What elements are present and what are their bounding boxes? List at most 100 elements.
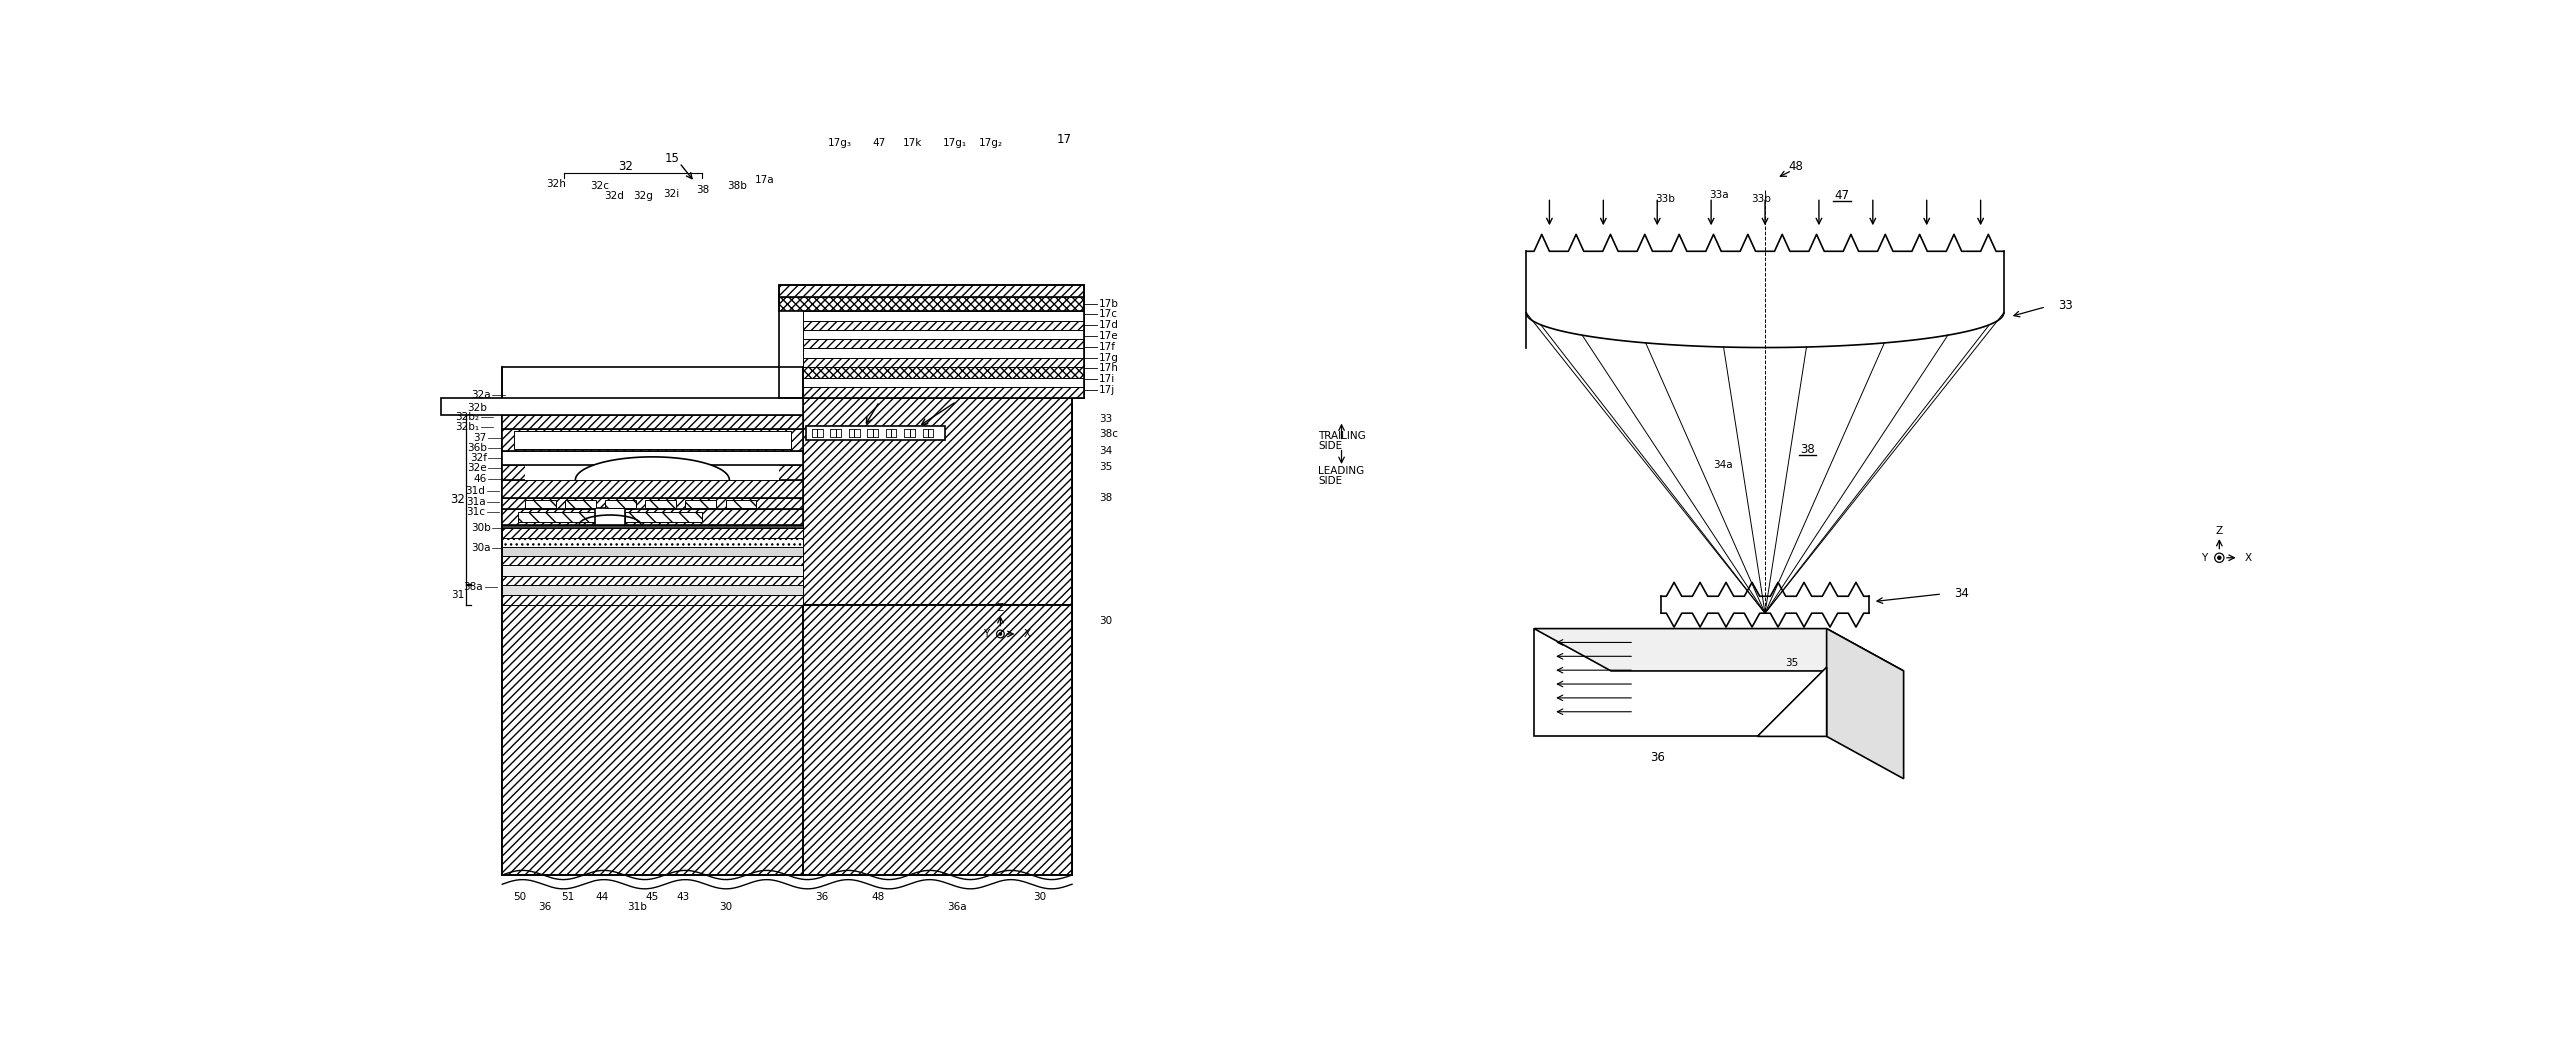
Bar xyxy=(780,297,1084,311)
Bar xyxy=(803,405,1071,606)
Bar xyxy=(803,330,1084,340)
Bar xyxy=(502,429,803,451)
Text: 17a: 17a xyxy=(755,175,775,186)
Text: 50: 50 xyxy=(513,891,525,902)
Text: 17h: 17h xyxy=(1099,363,1119,373)
Circle shape xyxy=(2218,556,2221,559)
Bar xyxy=(905,429,915,437)
Bar xyxy=(625,511,701,522)
Text: 43: 43 xyxy=(676,891,691,902)
Polygon shape xyxy=(1826,628,1905,779)
Text: 32b₂: 32b₂ xyxy=(454,412,479,422)
Bar xyxy=(502,595,803,606)
Text: 30: 30 xyxy=(1033,891,1045,902)
Bar xyxy=(513,431,790,449)
Text: 36: 36 xyxy=(816,891,829,902)
Bar xyxy=(803,340,1084,348)
Text: 34a: 34a xyxy=(1714,460,1731,470)
Bar xyxy=(502,415,803,429)
Text: 38: 38 xyxy=(1800,443,1816,456)
Bar xyxy=(566,500,597,508)
Text: 32g: 32g xyxy=(632,191,653,201)
Bar xyxy=(727,500,757,508)
Text: 38c: 38c xyxy=(1099,429,1117,439)
Bar xyxy=(803,311,1084,320)
Text: 33: 33 xyxy=(2058,299,2073,312)
Text: 33a: 33a xyxy=(1708,190,1729,201)
Text: 51: 51 xyxy=(561,891,574,902)
Text: 38a: 38a xyxy=(464,582,482,592)
Text: SIDE: SIDE xyxy=(1318,475,1341,486)
Text: 17i: 17i xyxy=(1099,375,1114,384)
Bar xyxy=(441,398,803,415)
Text: 32: 32 xyxy=(617,160,632,173)
Bar xyxy=(502,480,803,499)
Text: 32b: 32b xyxy=(467,402,487,413)
Bar xyxy=(686,500,717,508)
Text: 35: 35 xyxy=(1099,462,1112,472)
Bar xyxy=(502,586,803,595)
Text: 17j: 17j xyxy=(1099,385,1114,395)
Text: 17g₃: 17g₃ xyxy=(829,139,852,149)
Bar xyxy=(803,367,1084,378)
Text: 17b: 17b xyxy=(1099,298,1119,309)
Bar xyxy=(604,500,635,508)
Text: 17f: 17f xyxy=(1099,342,1117,352)
Text: 33b: 33b xyxy=(1655,194,1675,204)
Bar xyxy=(502,538,803,547)
Text: 35: 35 xyxy=(1785,658,1798,668)
Bar xyxy=(867,429,877,437)
Text: 30: 30 xyxy=(1099,615,1112,626)
Text: X: X xyxy=(1023,629,1030,639)
Bar xyxy=(849,429,859,437)
Polygon shape xyxy=(1757,667,1826,736)
Text: 34: 34 xyxy=(1099,447,1112,456)
Text: 44: 44 xyxy=(597,891,609,902)
Bar xyxy=(806,427,946,440)
Text: TRAILING: TRAILING xyxy=(1318,431,1367,441)
Bar xyxy=(811,429,824,437)
Text: 37: 37 xyxy=(474,433,487,442)
Bar xyxy=(502,556,803,566)
Text: 17e: 17e xyxy=(1099,331,1119,341)
Bar xyxy=(525,500,556,508)
Bar xyxy=(831,429,842,437)
Text: Y: Y xyxy=(984,629,989,639)
Bar xyxy=(885,429,898,437)
Text: 47: 47 xyxy=(1833,189,1849,202)
Text: 17g: 17g xyxy=(1099,352,1119,363)
Bar xyxy=(502,528,803,538)
Bar xyxy=(811,429,824,437)
Text: 15: 15 xyxy=(663,153,678,166)
Text: 31c: 31c xyxy=(467,507,484,518)
Text: 45: 45 xyxy=(645,891,658,902)
Text: 32c: 32c xyxy=(592,180,609,191)
Text: 36b: 36b xyxy=(467,442,487,453)
Bar xyxy=(923,429,933,437)
Text: 38: 38 xyxy=(696,185,709,194)
Text: 30b: 30b xyxy=(472,523,490,534)
Bar xyxy=(803,320,1084,330)
Bar xyxy=(502,566,803,576)
Text: Z: Z xyxy=(997,603,1005,613)
Text: 34: 34 xyxy=(1953,588,1969,601)
Text: 30: 30 xyxy=(719,902,732,912)
Text: 32h: 32h xyxy=(546,178,566,189)
Bar xyxy=(502,547,803,556)
Text: 33: 33 xyxy=(1099,414,1112,424)
Text: 32f: 32f xyxy=(469,453,487,463)
Text: 46: 46 xyxy=(474,474,487,484)
Bar xyxy=(502,451,803,465)
Text: 32b₁: 32b₁ xyxy=(454,422,479,432)
Bar xyxy=(885,429,898,437)
Bar xyxy=(502,367,803,606)
Bar xyxy=(502,524,803,528)
Text: 36a: 36a xyxy=(946,902,966,912)
Text: 38: 38 xyxy=(1099,492,1112,503)
Bar xyxy=(803,378,1084,387)
Bar xyxy=(502,405,803,606)
Bar xyxy=(780,285,1084,398)
Text: 17g₁: 17g₁ xyxy=(944,139,966,149)
Polygon shape xyxy=(1535,628,1905,671)
Text: 17d: 17d xyxy=(1099,320,1119,330)
